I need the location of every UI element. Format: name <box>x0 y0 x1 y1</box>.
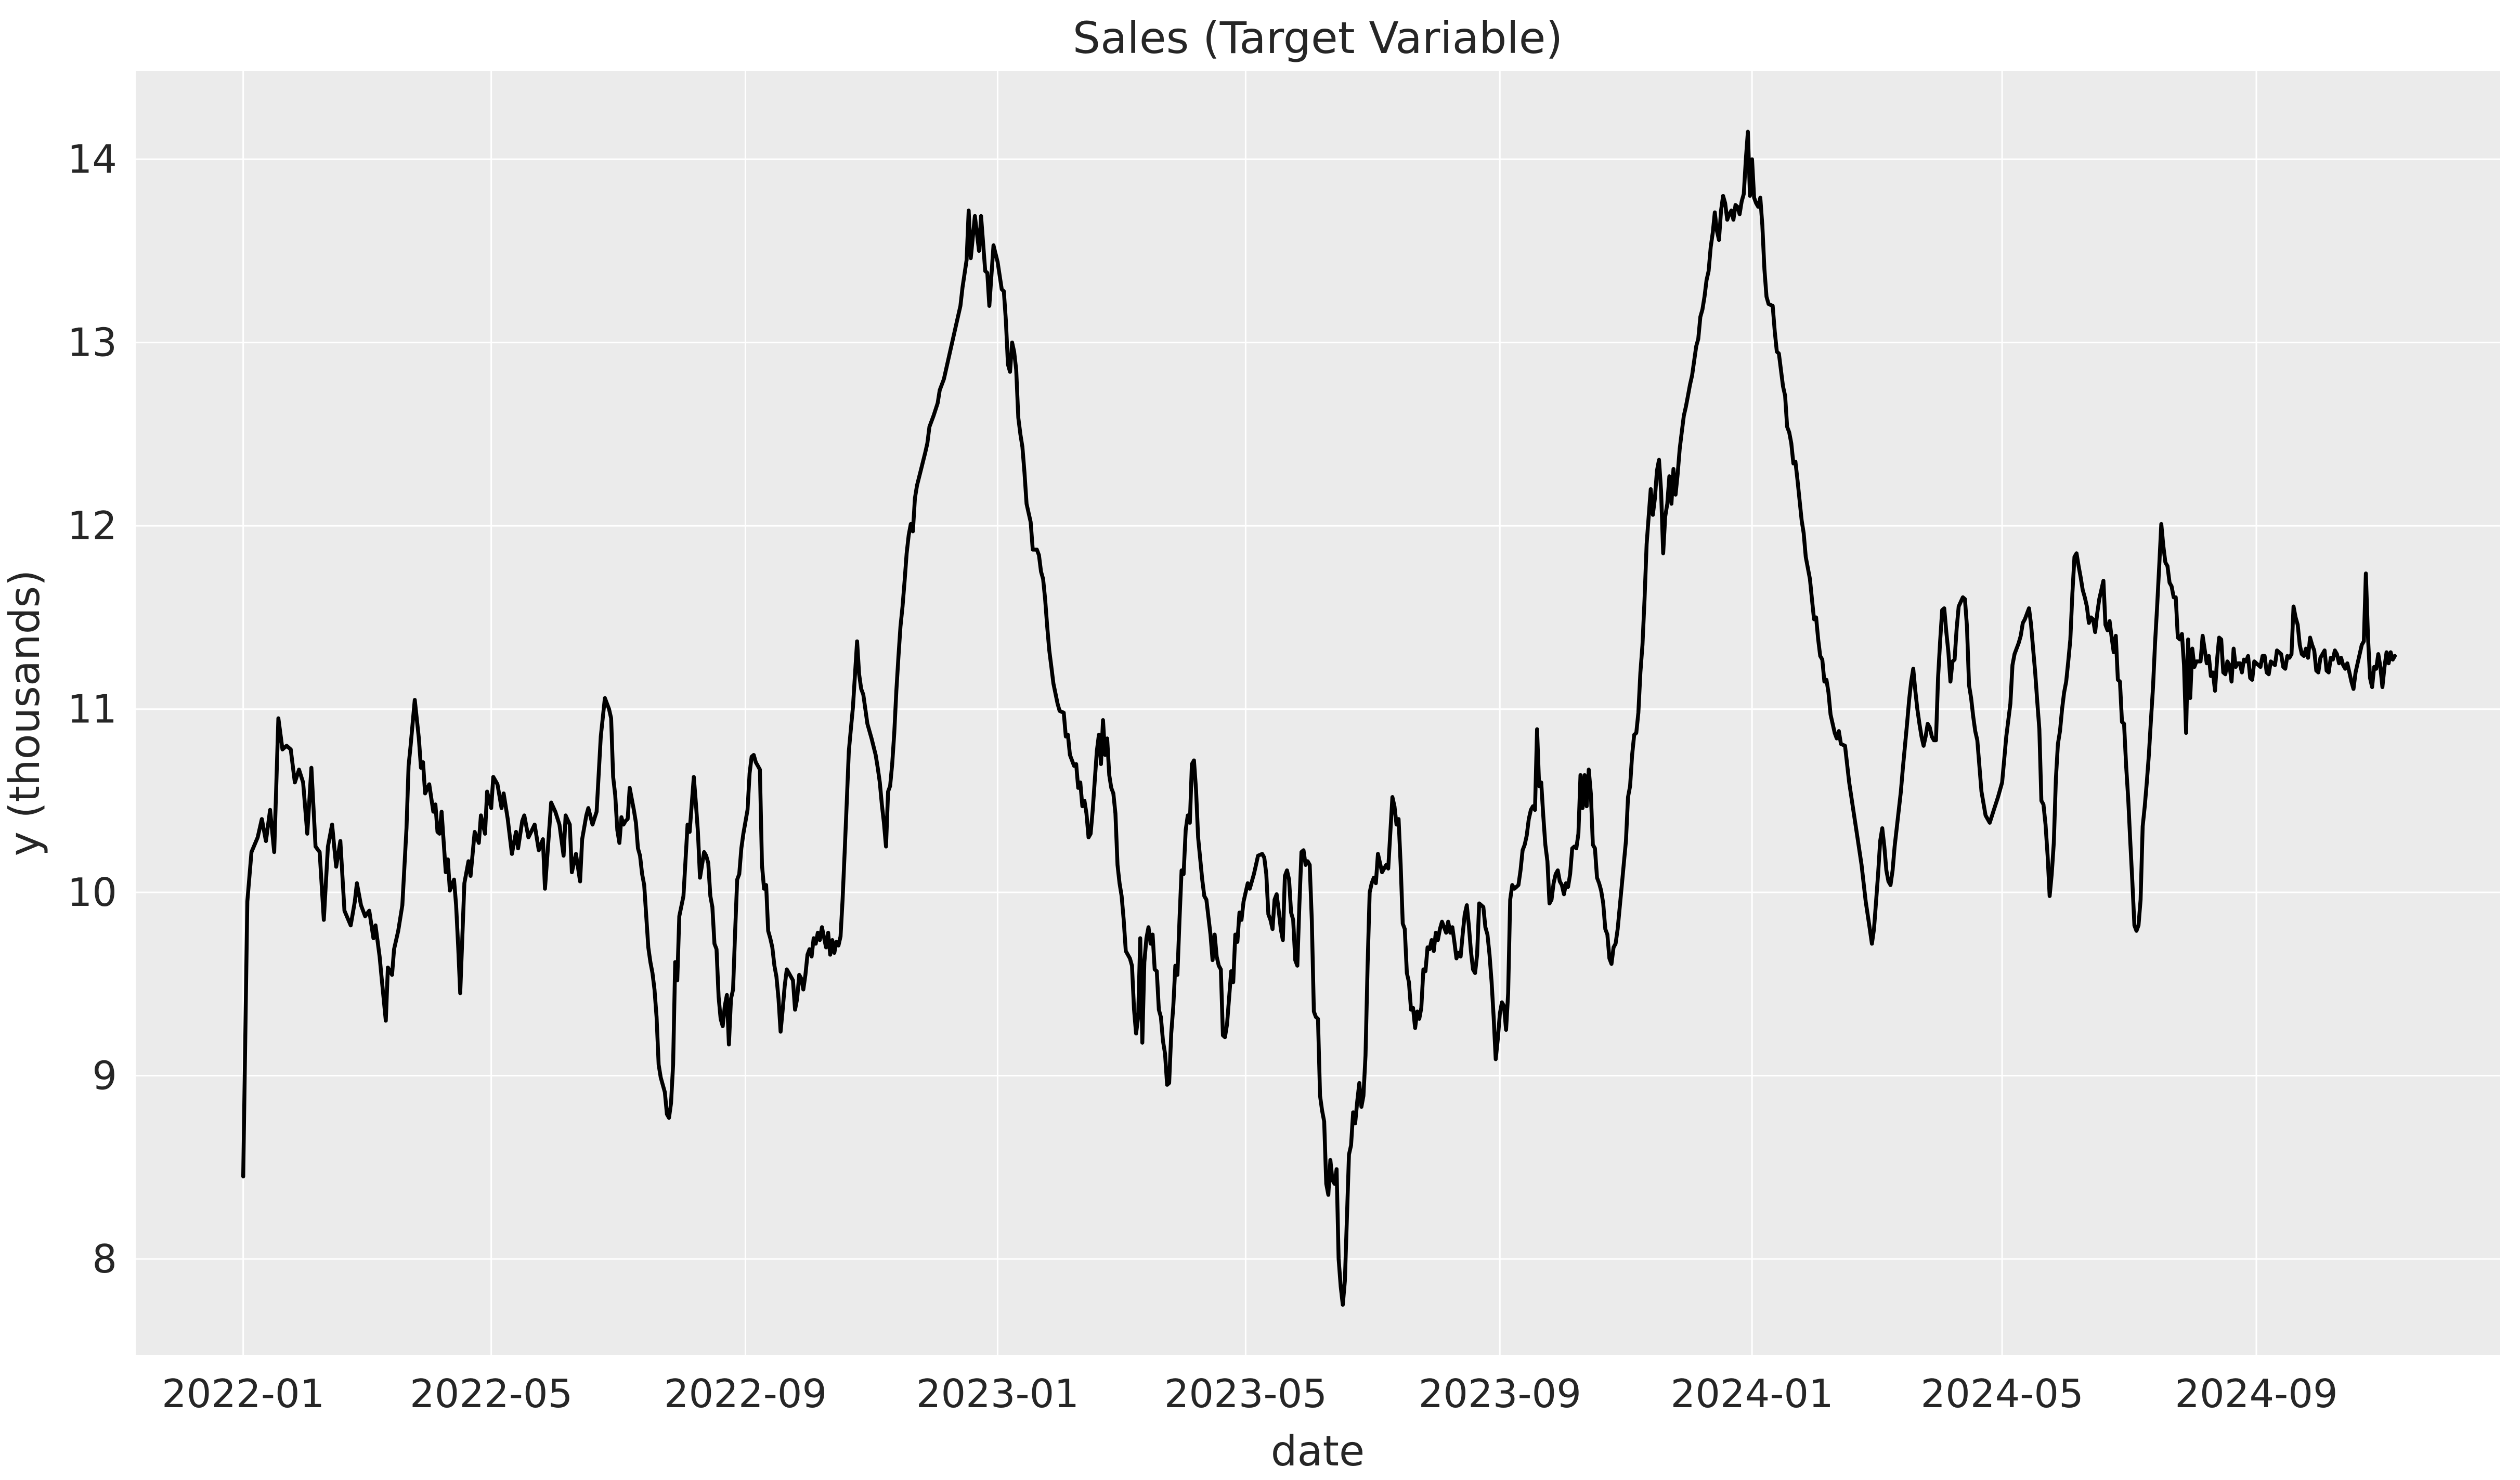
x-axis-label: date <box>1271 1427 1365 1475</box>
x-tick-label: 2024-09 <box>2175 1371 2337 1417</box>
y-tick-labels: 8 9 10 11 12 13 14 <box>68 136 117 1282</box>
y-tick-label: 9 <box>92 1053 117 1098</box>
sales-series-line <box>241 129 2397 1307</box>
chart-title: Sales (Target Variable) <box>1073 12 1563 63</box>
x-tick-label: 2022-09 <box>664 1371 827 1417</box>
x-tick-label: 2022-05 <box>410 1371 573 1417</box>
y-tick-label: 12 <box>68 503 117 549</box>
x-tick-label: 2022-01 <box>162 1371 324 1417</box>
y-axis-label: y (thousands) <box>1 570 49 856</box>
y-tick-label: 8 <box>92 1236 117 1282</box>
x-tick-label: 2024-01 <box>1670 1371 1833 1417</box>
y-tick-label: 13 <box>68 320 117 366</box>
x-tick-label: 2024-05 <box>1920 1371 2083 1417</box>
gridlines <box>136 71 2500 1355</box>
y-tick-label: 11 <box>68 686 117 732</box>
y-tick-label: 10 <box>68 869 117 915</box>
y-tick-label: 14 <box>68 136 117 182</box>
x-tick-labels: 2022-01 2022-05 2022-09 2023-01 2023-05 2023-… <box>162 1371 2338 1417</box>
x-tick-label: 2023-01 <box>916 1371 1079 1417</box>
x-tick-label: 2023-05 <box>1164 1371 1327 1417</box>
plot-area <box>136 71 2500 1355</box>
x-tick-label: 2023-09 <box>1419 1371 1581 1417</box>
